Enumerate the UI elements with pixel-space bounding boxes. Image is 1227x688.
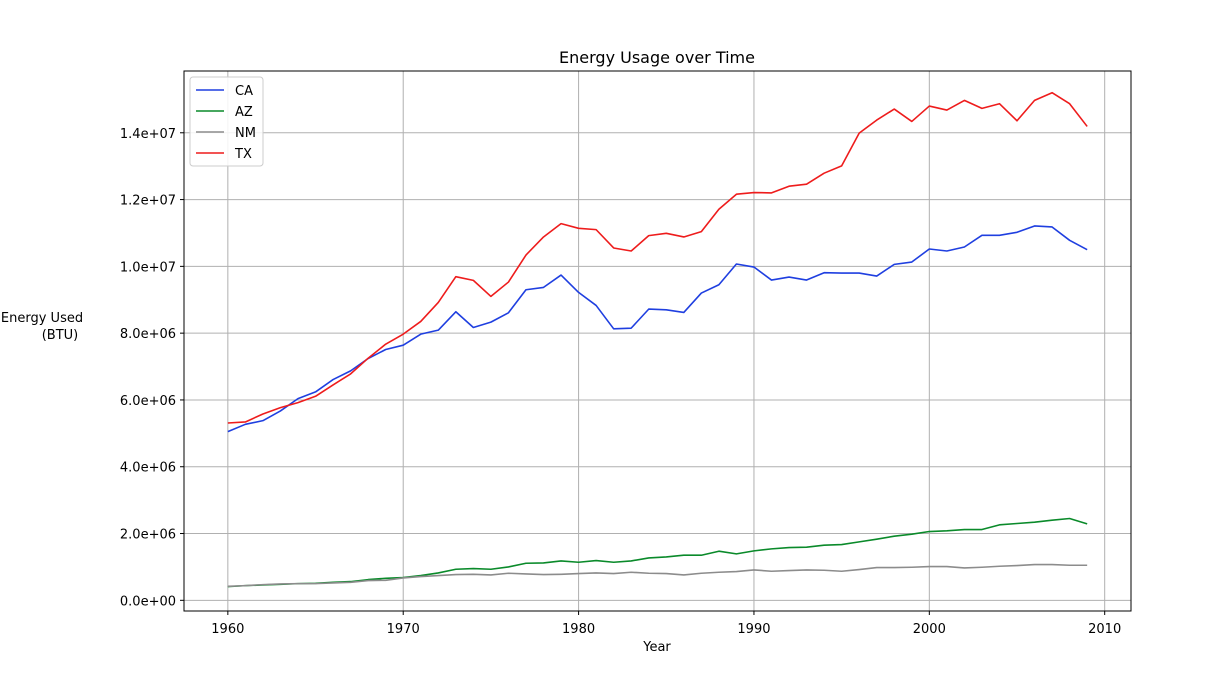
legend-label-nm: NM (235, 126, 256, 141)
x-tick-label: 2000 (913, 622, 946, 637)
series-line-nm (227, 563, 1088, 588)
y-tick-label: 0.0e+00 (120, 594, 176, 609)
legend: CA AZ NM TX (189, 76, 264, 167)
series-lines (227, 91, 1088, 588)
x-tick-label: 1960 (211, 622, 244, 637)
series-line-az (227, 517, 1088, 588)
y-tick-label: 1.4e+07 (120, 127, 176, 142)
legend-label-ca: CA (235, 84, 253, 99)
y-tick-label: 4.0e+06 (120, 461, 176, 476)
y-tick-label: 1.2e+07 (120, 194, 176, 209)
x-tick-label: 2010 (1088, 622, 1121, 637)
x-tick-label: 1990 (737, 622, 770, 637)
grid-lines (184, 71, 1131, 611)
legend-label-az: AZ (235, 105, 253, 120)
legend-box (189, 76, 264, 167)
plot-area-frame (183, 70, 1132, 612)
x-axis-label: Year (642, 640, 671, 655)
x-tick-label: 1970 (387, 622, 420, 637)
series-line-ca (227, 225, 1088, 433)
legend-label-tx: TX (234, 147, 252, 162)
y-axis-label-line1: Energy Used (1, 311, 83, 326)
axis-ticks: 1960 1970 1980 1990 2000 2010 0.0e+00 2.0e+06 4.… (120, 127, 1121, 637)
series-line-tx (227, 91, 1088, 424)
y-tick-label: 1.0e+07 (120, 260, 176, 275)
y-axis-label-line2: (BTU) (42, 328, 79, 343)
chart-title: Energy Usage over Time (559, 48, 755, 67)
y-tick-label: 2.0e+06 (120, 528, 176, 543)
y-tick-label: 6.0e+06 (120, 394, 176, 409)
x-tick-label: 1980 (562, 622, 595, 637)
y-tick-label: 8.0e+06 (120, 327, 176, 342)
